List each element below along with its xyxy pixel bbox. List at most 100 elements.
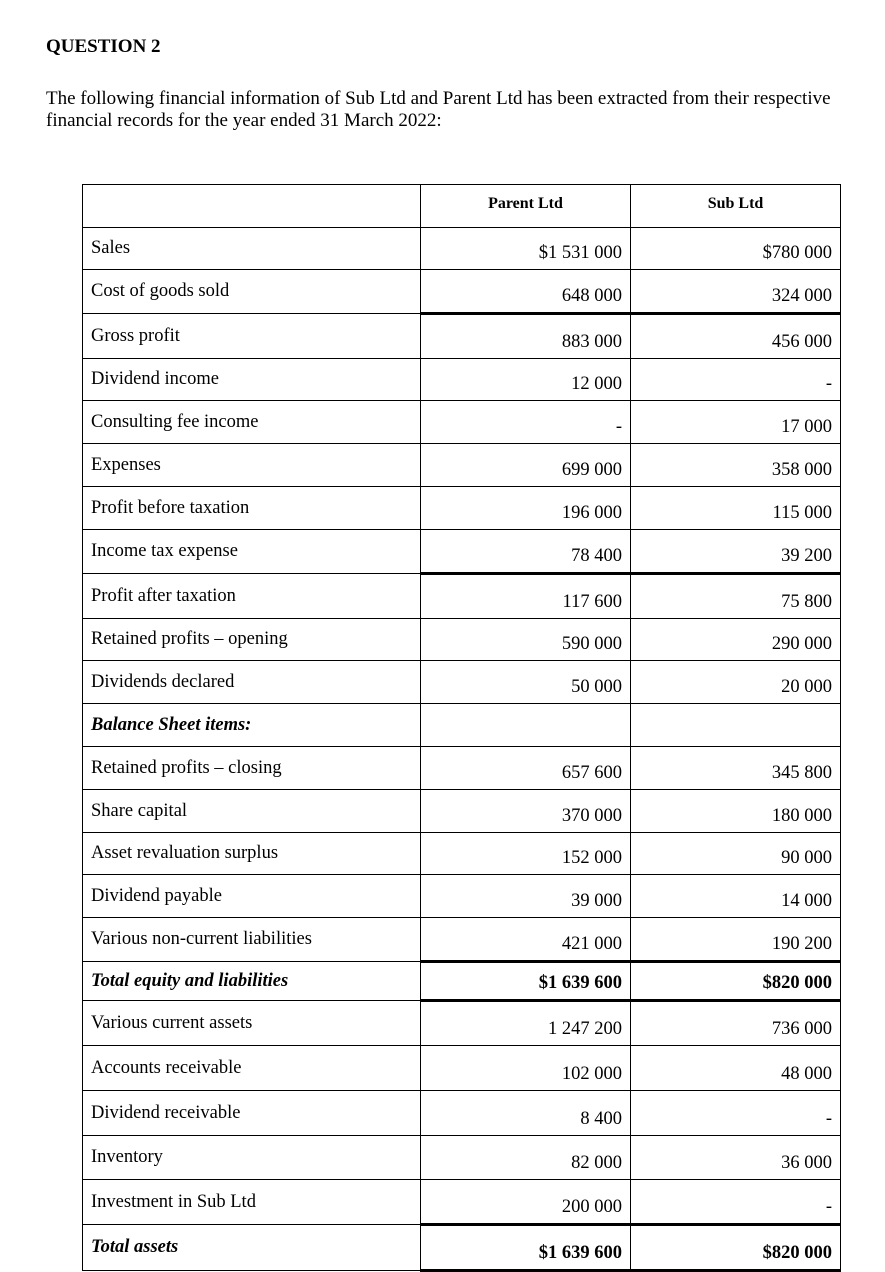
table-row: Profit after taxation 117 600 75 800 <box>82 572 841 619</box>
row-label: Dividends declared <box>82 660 421 704</box>
sub-value: $820 000 <box>630 1223 841 1272</box>
parent-value: 8 400 <box>420 1090 631 1136</box>
sub-value: - <box>630 358 841 401</box>
sub-value: 190 200 <box>630 917 841 962</box>
sub-value: 75 800 <box>630 572 841 619</box>
parent-value: 102 000 <box>420 1045 631 1091</box>
parent-value: 590 000 <box>420 618 631 661</box>
sub-value: 14 000 <box>630 874 841 918</box>
sub-value: 115 000 <box>630 486 841 530</box>
sub-value: $820 000 <box>630 960 841 1002</box>
table-row: Accounts receivable 102 000 48 000 <box>82 1045 841 1091</box>
table-row: Retained profits – opening 590 000 290 000 <box>82 618 841 661</box>
table-row: Dividend payable 39 000 14 000 <box>82 874 841 918</box>
table-row: Various non-current liabilities 421 000 19… <box>82 917 841 962</box>
parent-value: 152 000 <box>420 832 631 875</box>
row-label: Accounts receivable <box>82 1045 421 1091</box>
parent-value: 39 000 <box>420 874 631 918</box>
table-header-row: Parent Ltd Sub Ltd <box>82 184 841 228</box>
row-label: Dividend payable <box>82 874 421 918</box>
sub-value: 358 000 <box>630 443 841 487</box>
sub-value: - <box>630 1179 841 1225</box>
table-row: Gross profit 883 000 456 000 <box>82 312 841 359</box>
sub-value: $780 000 <box>630 227 841 270</box>
sub-value: 48 000 <box>630 1045 841 1091</box>
sub-value: 20 000 <box>630 660 841 704</box>
table-row: Balance Sheet items: <box>82 703 841 747</box>
parent-value: 1 247 200 <box>420 1000 631 1046</box>
table-row: Investment in Sub Ltd 200 000- <box>82 1179 841 1225</box>
sub-value: 90 000 <box>630 832 841 875</box>
sub-value: 456 000 <box>630 312 841 359</box>
parent-value: $1 531 000 <box>420 227 631 270</box>
row-label: Consulting fee income <box>82 400 421 444</box>
financial-table: Parent Ltd Sub Ltd Sales $1 531 000 $780 0… <box>82 184 841 1272</box>
sub-value: 290 000 <box>630 618 841 661</box>
row-label: Dividend income <box>82 358 421 401</box>
table-row: Retained profits – closing 657 600 345 800 <box>82 746 841 790</box>
sub-value: 324 000 <box>630 269 841 314</box>
row-label: Various current assets <box>82 1000 421 1046</box>
row-label: Asset revaluation surplus <box>82 832 421 875</box>
row-label: Investment in Sub Ltd <box>82 1179 421 1225</box>
parent-value: $1 639 600 <box>420 960 631 1002</box>
table-row: Income tax expense 78 400 39 200 <box>82 529 841 574</box>
parent-value: 78 400 <box>420 529 631 574</box>
parent-value <box>420 703 631 747</box>
parent-value: 82 000 <box>420 1135 631 1180</box>
row-label: Inventory <box>82 1135 421 1180</box>
row-label: Retained profits – opening <box>82 618 421 661</box>
parent-value: 117 600 <box>420 572 631 619</box>
parent-value: 699 000 <box>420 443 631 487</box>
header-blank <box>82 184 421 228</box>
parent-value: 200 000 <box>420 1179 631 1225</box>
sub-value: 17 000 <box>630 400 841 444</box>
table-row: Dividends declared 50 000 20 000 <box>82 660 841 704</box>
row-label: Expenses <box>82 443 421 487</box>
parent-value: 196 000 <box>420 486 631 530</box>
row-label: Profit before taxation <box>82 486 421 530</box>
parent-value: - <box>420 400 631 444</box>
table-row: Consulting fee income -17 000 <box>82 400 841 444</box>
table-row: Various current assets 1 247 200 736 000 <box>82 1000 841 1046</box>
parent-value: 370 000 <box>420 789 631 833</box>
question-title: QUESTION 2 <box>46 36 161 57</box>
table-row: Share capital 370 000 180 000 <box>82 789 841 833</box>
row-label: Income tax expense <box>82 529 421 574</box>
row-label: Sales <box>82 227 421 270</box>
sub-value: 36 000 <box>630 1135 841 1180</box>
row-label: Share capital <box>82 789 421 833</box>
row-label: Various non-current liabilities <box>82 917 421 962</box>
table-row: Sales $1 531 000 $780 000 <box>82 227 841 270</box>
header-parent: Parent Ltd <box>420 184 631 228</box>
row-label: Profit after taxation <box>82 573 421 619</box>
parent-value: 883 000 <box>420 312 631 359</box>
table-row: Asset revaluation surplus 152 000 90 000 <box>82 832 841 875</box>
parent-value: 12 000 <box>420 358 631 401</box>
sub-value: 345 800 <box>630 746 841 790</box>
row-label: Gross profit <box>82 313 421 359</box>
parent-value: $1 639 600 <box>420 1223 631 1272</box>
sub-value: 736 000 <box>630 1000 841 1046</box>
parent-value: 648 000 <box>420 269 631 314</box>
table-row: Total assets $1 639 600 $820 000 <box>82 1223 841 1272</box>
row-label: Total equity and liabilities <box>82 961 421 1001</box>
header-sub: Sub Ltd <box>630 184 841 228</box>
row-label: Balance Sheet items: <box>82 703 421 747</box>
row-label: Cost of goods sold <box>82 269 421 314</box>
table-row: Profit before taxation 196 000 115 000 <box>82 486 841 530</box>
parent-value: 50 000 <box>420 660 631 704</box>
sub-value: - <box>630 1090 841 1136</box>
row-label: Retained profits – closing <box>82 746 421 790</box>
table-row: Cost of goods sold 648 000 324 000 <box>82 269 841 314</box>
table-row: Expenses 699 000 358 000 <box>82 443 841 487</box>
sub-value: 180 000 <box>630 789 841 833</box>
row-label: Total assets <box>82 1224 421 1271</box>
sub-value: 39 200 <box>630 529 841 574</box>
table-row: Total equity and liabilities $1 639 600 $8… <box>82 960 841 1002</box>
table-row: Dividend income 12 000- <box>82 358 841 401</box>
sub-value <box>630 703 841 747</box>
intro-text: The following financial information of S… <box>46 88 831 131</box>
parent-value: 421 000 <box>420 917 631 962</box>
table-row: Dividend receivable 8 400- <box>82 1090 841 1136</box>
